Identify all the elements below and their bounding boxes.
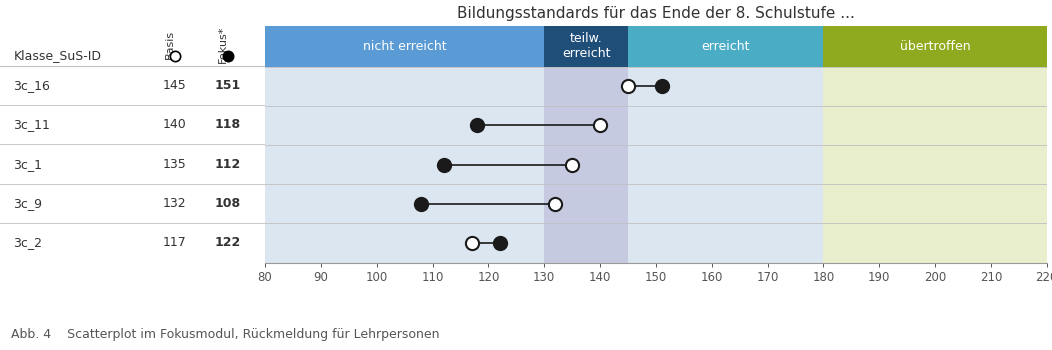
Text: 145: 145: [163, 79, 187, 92]
Text: übertroffen: übertroffen: [899, 40, 970, 53]
Text: Klasse_SuS-ID: Klasse_SuS-ID: [14, 49, 101, 62]
Text: erreicht: erreicht: [702, 40, 750, 53]
Point: [220, 53, 237, 58]
Text: Fokus*: Fokus*: [218, 25, 228, 63]
Text: 112: 112: [215, 158, 241, 170]
Text: 3c_9: 3c_9: [14, 197, 42, 210]
Text: Basis: Basis: [165, 29, 175, 58]
Point: [653, 83, 670, 89]
Bar: [544, 66, 628, 262]
Bar: [824, 26, 1047, 66]
Bar: [265, 26, 544, 66]
Point: [469, 122, 486, 128]
Text: 151: 151: [215, 79, 241, 92]
Text: 117: 117: [163, 236, 187, 249]
Point: [463, 240, 480, 246]
Bar: [824, 66, 1047, 262]
Point: [564, 162, 581, 167]
Text: 3c_11: 3c_11: [14, 118, 50, 131]
Text: 140: 140: [163, 118, 187, 131]
Bar: [628, 26, 824, 66]
Point: [591, 122, 608, 128]
Text: nicht erreicht: nicht erreicht: [363, 40, 446, 53]
Point: [620, 83, 636, 89]
Text: 132: 132: [163, 197, 187, 210]
Text: Bildungsstandards für das Ende der 8. Schulstufe ...: Bildungsstandards für das Ende der 8. Sc…: [457, 6, 855, 21]
Text: 3c_1: 3c_1: [14, 158, 42, 170]
Point: [547, 201, 564, 206]
Text: 3c_2: 3c_2: [14, 236, 42, 249]
Bar: [265, 66, 544, 262]
Text: 108: 108: [215, 197, 241, 210]
Text: 135: 135: [163, 158, 187, 170]
Text: Abb. 4    Scatterplot im Fokusmodul, Rückmeldung für Lehrpersonen: Abb. 4 Scatterplot im Fokusmodul, Rückme…: [11, 328, 439, 341]
Point: [491, 240, 508, 246]
Point: [436, 162, 452, 167]
Text: 122: 122: [215, 236, 241, 249]
Bar: [544, 26, 628, 66]
Text: 3c_16: 3c_16: [14, 79, 50, 92]
Text: teilw.
erreicht: teilw. erreicht: [562, 33, 610, 60]
Text: 118: 118: [215, 118, 241, 131]
Point: [413, 201, 430, 206]
Bar: [628, 66, 824, 262]
Point: [166, 53, 183, 58]
